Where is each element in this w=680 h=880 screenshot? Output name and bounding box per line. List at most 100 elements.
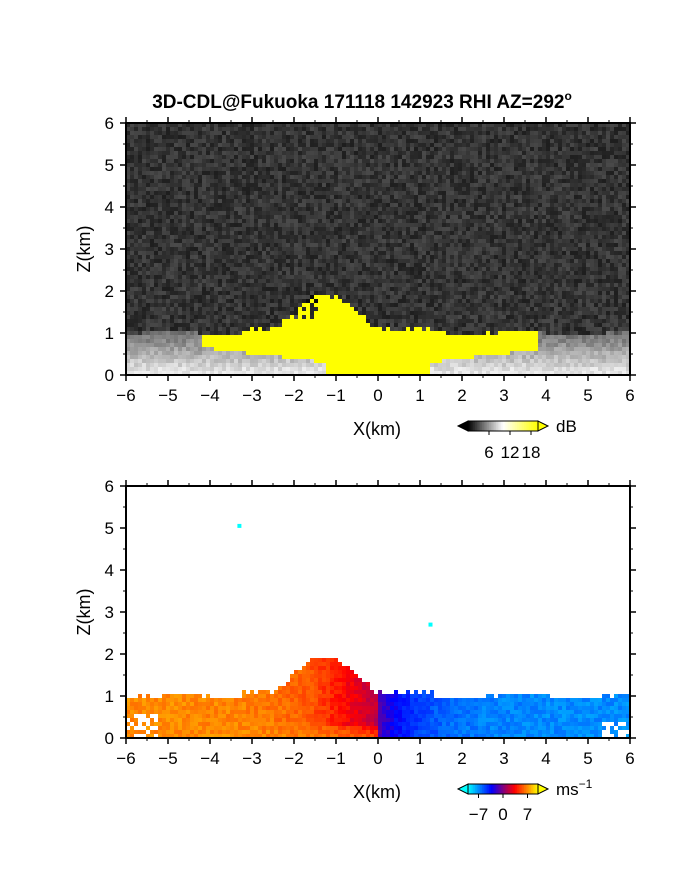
- colorbar-segment: [527, 421, 530, 431]
- x-tick-label: 5: [583, 386, 592, 405]
- colorbar-segment: [476, 421, 479, 431]
- colorbar-segment: [494, 784, 497, 794]
- y-tick-label: 3: [105, 240, 114, 259]
- x-tick-label: 0: [373, 386, 382, 405]
- colorbar-high-arrow: [537, 783, 550, 795]
- colorbar-segment: [473, 784, 476, 794]
- y-tick-label: 6: [105, 114, 114, 133]
- title-main: 3D-CDL@Fukuoka 171118 142923 RHI AZ=292: [152, 92, 564, 113]
- x-tick-label: −1: [326, 386, 345, 405]
- colorbar-segment: [478, 421, 481, 431]
- colorbar-segment: [469, 421, 472, 431]
- colorbar-segment: [494, 421, 497, 431]
- colorbar-segment: [496, 784, 499, 794]
- colorbar-segment: [531, 421, 534, 431]
- colorbar: 6 12 18 dB: [456, 417, 577, 462]
- colorbar-segment: [531, 784, 534, 794]
- colorbar-segment: [506, 784, 509, 794]
- isolated-echo-point: [428, 622, 433, 627]
- x-tick-label: −4: [200, 749, 219, 768]
- y-axis-label: Z(km): [74, 589, 94, 636]
- colorbar-unit-exponent: −1: [579, 777, 593, 791]
- colorbar: −7 0 7 ms−1: [456, 777, 593, 824]
- colorbar-segment: [501, 421, 504, 431]
- y-tick-label: 6: [105, 477, 114, 496]
- x-tick-label: −5: [158, 386, 177, 405]
- colorbar-segment: [482, 784, 485, 794]
- x-axis-label: X(km): [353, 419, 401, 439]
- colorbar-segment: [527, 784, 530, 794]
- x-tick-label: 6: [625, 386, 634, 405]
- colorbar-segment: [511, 784, 514, 794]
- x-tick-label: −3: [242, 386, 261, 405]
- x-axis-label: X(km): [353, 782, 401, 802]
- colorbar-segment: [508, 784, 511, 794]
- y-tick-label: 0: [105, 366, 114, 385]
- colorbar-segment: [478, 784, 481, 794]
- colorbar-segment: [485, 784, 488, 794]
- colorbar-segment: [522, 784, 525, 794]
- x-tick-label: −6: [116, 386, 135, 405]
- colorbar-segment: [483, 421, 486, 431]
- colorbar-segment: [468, 784, 471, 794]
- colorbar-segment: [506, 421, 509, 431]
- y-tick-label: 5: [105, 519, 114, 538]
- y-tick-label: 5: [105, 156, 114, 175]
- colorbar-segment: [515, 784, 518, 794]
- colorbar-segment: [536, 784, 539, 794]
- colorbar-tick-label: 18: [522, 443, 541, 462]
- x-tick-label: −2: [284, 749, 303, 768]
- x-tick-label: −4: [200, 386, 219, 405]
- x-tick-label: 2: [457, 386, 466, 405]
- title-degree-mark: o: [564, 89, 571, 103]
- x-tick-label: 0: [373, 749, 382, 768]
- colorbar-segment: [489, 421, 492, 431]
- y-tick-label: 4: [105, 198, 114, 217]
- x-tick-label: −1: [326, 749, 345, 768]
- colorbar-segment: [534, 421, 537, 431]
- colorbar-segment: [483, 784, 486, 794]
- colorbar-segment: [482, 421, 485, 431]
- colorbar-segment: [520, 784, 523, 794]
- colorbar-segment: [517, 784, 520, 794]
- colorbar-segment: [513, 784, 516, 794]
- y-axis-label: Z(km): [74, 226, 94, 273]
- colorbar-segment: [485, 421, 488, 431]
- x-tick-label: −5: [158, 749, 177, 768]
- colorbar-segment: [492, 421, 495, 431]
- colorbar-segment: [511, 421, 514, 431]
- colorbar-high-arrow: [537, 420, 550, 432]
- x-tick-label: 1: [415, 749, 424, 768]
- colorbar-low-arrow: [456, 420, 469, 432]
- colorbar-segment: [504, 421, 507, 431]
- colorbar-segment: [499, 784, 502, 794]
- colorbar-segment: [529, 421, 532, 431]
- colorbar-segment: [487, 784, 490, 794]
- colorbar-tick-label: −7: [469, 805, 488, 824]
- colorbar-segment: [503, 421, 506, 431]
- colorbar-tick-label: 12: [501, 443, 520, 462]
- colorbar-segment: [501, 784, 504, 794]
- colorbar-segment: [520, 421, 523, 431]
- colorbar-segment: [487, 421, 490, 431]
- x-tick-label: −2: [284, 386, 303, 405]
- colorbar-segment: [525, 421, 528, 431]
- colorbar-segment: [490, 784, 493, 794]
- colorbar-segment: [492, 784, 495, 794]
- colorbar-segment: [510, 784, 513, 794]
- colorbar-segment: [513, 421, 516, 431]
- colorbar-segment: [497, 421, 500, 431]
- colorbar-segment: [496, 421, 499, 431]
- colorbar-segment: [532, 784, 535, 794]
- x-tick-label: −3: [242, 749, 261, 768]
- x-tick-label: 5: [583, 749, 592, 768]
- colorbar-low-arrow: [456, 783, 469, 795]
- colorbar-segment: [503, 784, 506, 794]
- colorbar-tick-label: 7: [523, 805, 532, 824]
- colorbar-segment: [534, 784, 537, 794]
- colorbar-segment: [489, 784, 492, 794]
- y-tick-label: 1: [105, 687, 114, 706]
- colorbar-segment: [518, 421, 521, 431]
